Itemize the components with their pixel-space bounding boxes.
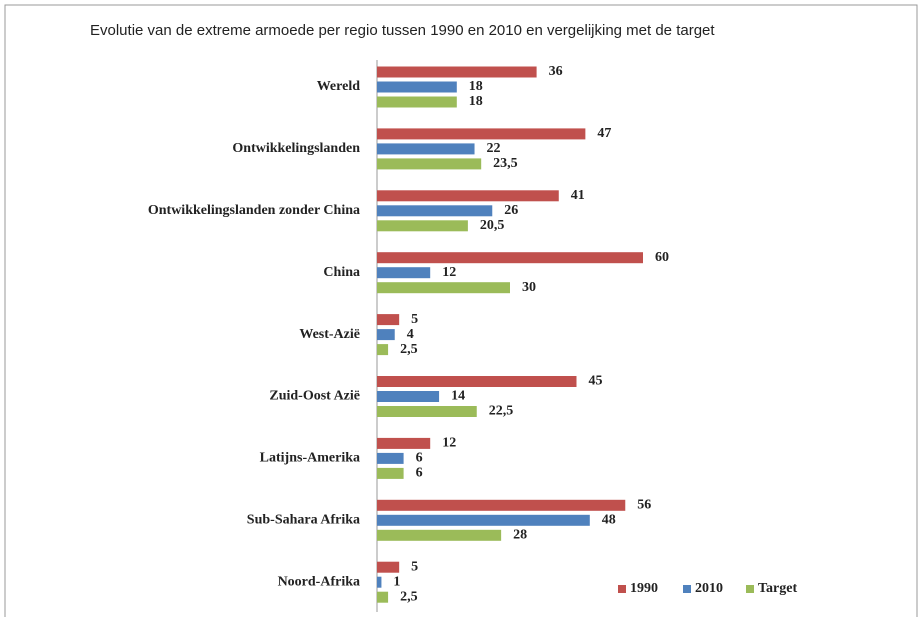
category-label: West-Azië xyxy=(299,327,360,342)
bar xyxy=(377,344,389,356)
bar xyxy=(377,376,577,387)
bar xyxy=(377,81,457,93)
bar xyxy=(377,499,626,511)
category-label: Latijns-Amerika xyxy=(260,451,360,466)
value-label: 2,5 xyxy=(400,342,418,357)
value-label: 14 xyxy=(451,389,465,404)
value-label: 47 xyxy=(597,126,611,141)
value-label: 6 xyxy=(416,451,423,466)
legend-swatch xyxy=(618,585,626,593)
legend-label: 1990 xyxy=(630,581,658,596)
value-label: 5 xyxy=(411,312,418,327)
bar xyxy=(377,452,404,464)
bar xyxy=(377,282,510,294)
bar xyxy=(377,576,382,588)
category-label: Ontwikkelingslanden xyxy=(232,141,360,156)
chart-title: Evolutie van de extreme armoede per regi… xyxy=(90,22,715,39)
value-label: 56 xyxy=(637,498,651,513)
bar xyxy=(377,329,395,341)
bar xyxy=(377,158,482,170)
value-label: 28 xyxy=(513,528,527,543)
legend-swatch xyxy=(746,585,754,593)
value-label: 41 xyxy=(571,188,585,203)
bar xyxy=(377,252,643,264)
value-label: 1 xyxy=(393,574,400,589)
value-label: 22,5 xyxy=(489,404,514,419)
bar xyxy=(377,591,389,603)
bar xyxy=(377,190,559,202)
bar xyxy=(377,205,493,217)
value-label: 12 xyxy=(442,265,456,280)
category-label: Sub-Sahara Afrika xyxy=(247,513,360,528)
frame xyxy=(4,4,918,617)
bar xyxy=(377,267,431,279)
legend-label: Target xyxy=(758,581,797,596)
value-label: 60 xyxy=(655,250,669,265)
value-label: 45 xyxy=(589,374,603,389)
bar xyxy=(377,514,590,526)
value-label: 36 xyxy=(549,64,563,79)
category-label: Wereld xyxy=(317,79,361,94)
bar xyxy=(377,437,431,449)
value-label: 4 xyxy=(407,327,414,342)
bar xyxy=(377,220,468,232)
value-label: 30 xyxy=(522,280,536,295)
bar xyxy=(377,143,475,155)
bar xyxy=(377,391,440,402)
value-label: 23,5 xyxy=(493,156,518,171)
bar xyxy=(377,561,400,573)
bar xyxy=(377,529,502,541)
value-label: 26 xyxy=(504,203,518,218)
bar xyxy=(377,96,457,108)
value-label: 6 xyxy=(416,466,423,481)
value-label: 12 xyxy=(442,436,456,451)
legend-label: 2010 xyxy=(695,581,723,596)
bar xyxy=(377,467,404,479)
bar xyxy=(377,66,537,78)
category-label: Zuid-Oost Azië xyxy=(269,389,360,404)
value-label: 18 xyxy=(469,79,483,94)
category-label: China xyxy=(323,265,360,280)
value-label: 5 xyxy=(411,559,418,574)
category-label: Noord-Afrika xyxy=(278,574,360,589)
bar xyxy=(377,406,477,417)
value-label: 48 xyxy=(602,513,616,528)
value-label: 22 xyxy=(487,141,501,156)
legend-swatch xyxy=(683,585,691,593)
value-label: 20,5 xyxy=(480,218,505,233)
value-label: 2,5 xyxy=(400,589,418,604)
category-label: Ontwikkelingslanden zonder China xyxy=(148,203,360,218)
bar xyxy=(377,314,400,326)
value-label: 18 xyxy=(469,94,483,109)
bar xyxy=(377,128,586,140)
